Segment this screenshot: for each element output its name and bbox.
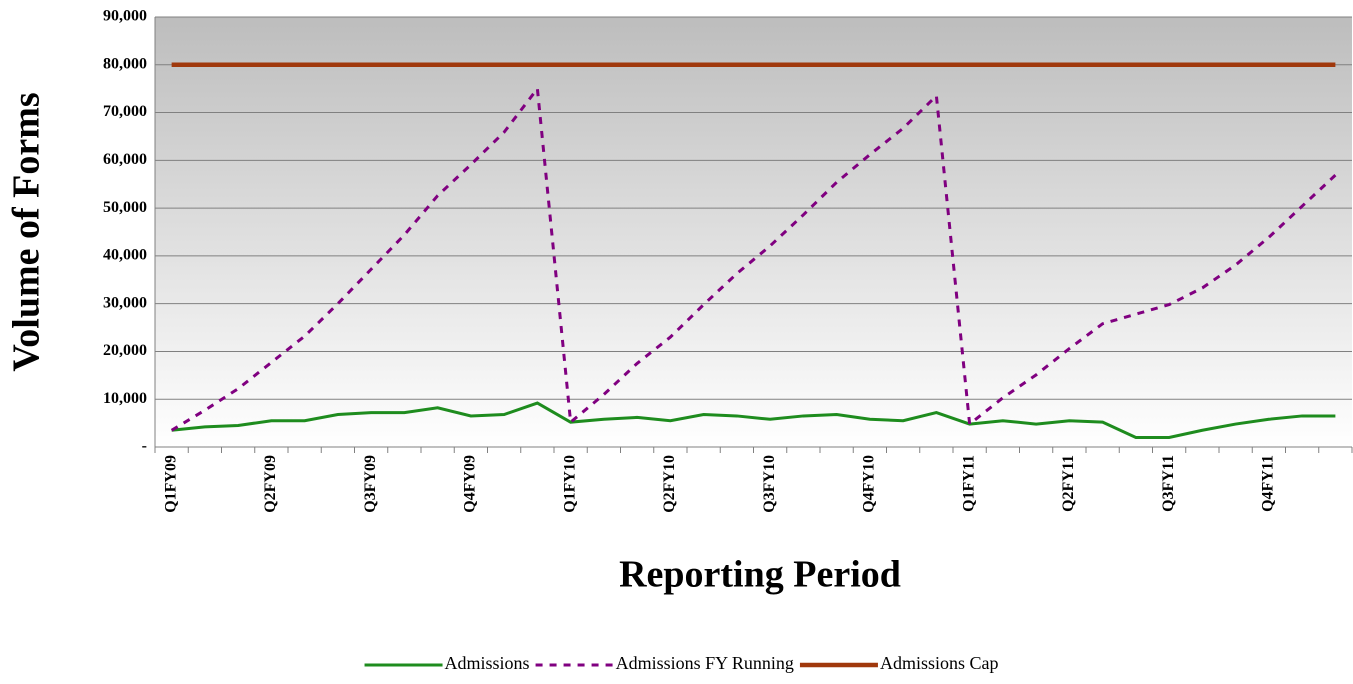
x-tick-label: Q2FY09 <box>262 455 279 513</box>
legend-label: Admissions Cap <box>880 653 999 673</box>
y-tick-label: 30,000 <box>103 294 147 311</box>
legend-label: Admissions <box>445 653 530 673</box>
y-tick-label: 80,000 <box>103 55 147 72</box>
legend: Admissions Admissions FY Running Admission… <box>364 653 999 673</box>
y-tick-label: 10,000 <box>103 390 147 407</box>
x-tick-label: Q4FY09 <box>462 455 479 513</box>
x-tick-label: Q1FY11 <box>960 455 977 512</box>
series-line <box>170 84 1337 432</box>
y-tick-label: 40,000 <box>103 247 147 264</box>
x-tick-label: Q3FY11 <box>1160 455 1177 512</box>
y-tick-label: 90,000 <box>103 8 147 25</box>
y-tick-label: 60,000 <box>103 151 147 168</box>
y-tick-label: 20,000 <box>103 342 147 359</box>
x-axis-title: Reporting Period <box>619 554 901 596</box>
x-tick-label: Q1FY10 <box>561 455 578 513</box>
series-line <box>171 401 1336 439</box>
plot-area <box>155 17 1352 447</box>
y-tick-label: 70,000 <box>103 103 147 120</box>
x-tick-label: Q1FY09 <box>162 455 179 513</box>
x-tick-label: Q2FY10 <box>661 455 678 513</box>
x-tick-label: Q2FY11 <box>1060 455 1077 512</box>
x-tick-label: Q4FY11 <box>1260 455 1277 512</box>
x-tick-label: Q3FY09 <box>362 455 379 513</box>
x-tick-label: Q3FY10 <box>761 455 778 513</box>
y-tick-label: 50,000 <box>103 199 147 216</box>
x-tick-label: Q4FY10 <box>861 455 878 513</box>
legend-label: Admissions FY Running <box>616 653 794 673</box>
y-axis-title: Volume of Forms <box>6 92 48 371</box>
y-tick-label: - <box>142 438 147 455</box>
